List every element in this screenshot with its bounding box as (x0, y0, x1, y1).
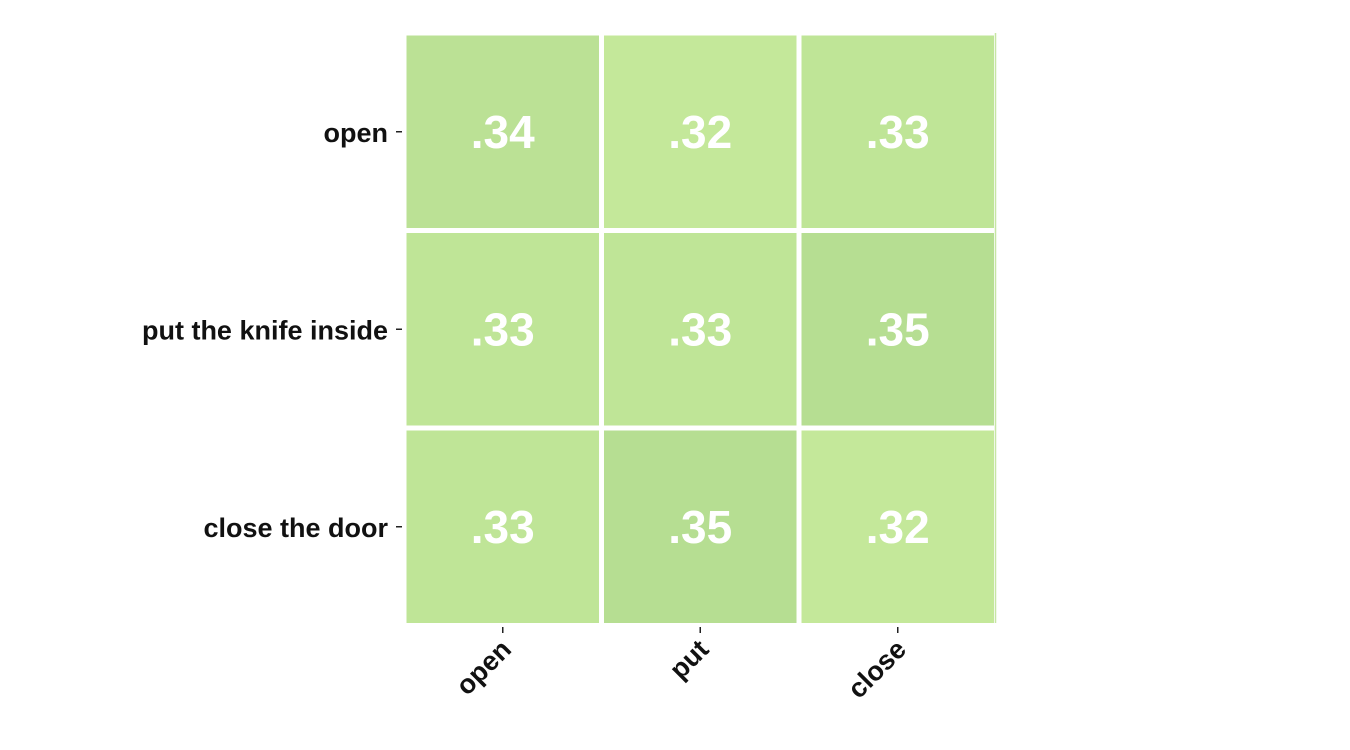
heatmap-cell-2-0 (406, 430, 599, 623)
heatmap-cell-1-0 (406, 233, 599, 426)
heatmap-value-labels: .34 .32 .33 .33 .33 .35 .33 .35 .32 (471, 106, 930, 553)
x-tick-label-2: close (842, 634, 912, 704)
heatmap-cell-0-1 (604, 35, 797, 228)
cell-value-label-1-1: .33 (668, 303, 732, 355)
cell-value-label-2-1: .35 (668, 501, 732, 553)
heatmap-cell-2-2 (801, 430, 994, 623)
y-axis: open put the knife inside close the door (142, 118, 402, 543)
cell-value-label-2-2: .32 (866, 501, 930, 553)
x-tick-label-1: put (664, 634, 715, 685)
cell-value-label-0-2: .33 (866, 106, 930, 158)
y-tick-label-1: put the knife inside (142, 315, 388, 345)
x-axis: open put close (450, 627, 912, 704)
cell-value-label-1-2: .35 (866, 303, 930, 355)
cell-value-label-1-0: .33 (471, 303, 535, 355)
y-tick-label-2: close the door (203, 513, 388, 543)
heatmap-cell-0-0 (406, 35, 599, 228)
y-tick-label-0: open (324, 118, 389, 148)
heatmap-cell-0-2 (801, 35, 994, 228)
cell-value-label-0-1: .32 (668, 106, 732, 158)
cell-value-label-0-0: .34 (471, 106, 535, 158)
heatmap-cells (406, 33, 997, 623)
cell-value-label-2-0: .33 (471, 501, 535, 553)
heatmap-cell-2-1 (604, 430, 797, 623)
x-tick-label-0: open (450, 634, 517, 701)
heatmap-cell-1-2 (801, 233, 994, 426)
heatmap-cell-1-1 (604, 233, 797, 426)
